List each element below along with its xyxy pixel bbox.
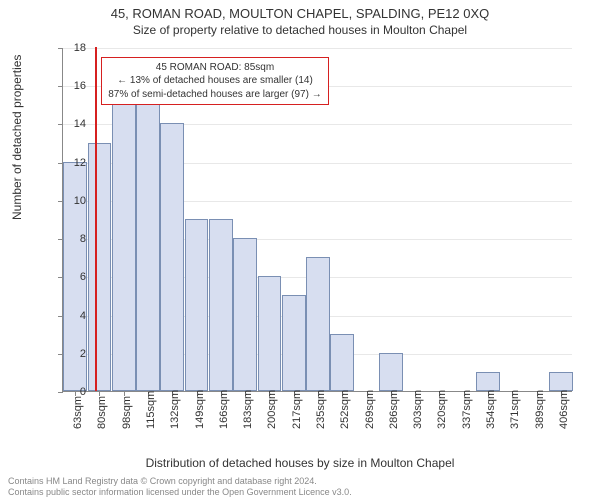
ytick-label: 14 — [62, 118, 86, 130]
xtick-label: 63sqm — [72, 396, 84, 429]
histogram-bar — [160, 123, 184, 391]
ytick-label: 8 — [62, 233, 86, 245]
annotation-line2: ← 13% of detached houses are smaller (14… — [108, 74, 321, 88]
xtick-label: 252sqm — [339, 390, 351, 429]
histogram-bar — [549, 372, 573, 391]
xtick-label: 354sqm — [485, 390, 497, 429]
histogram-bar — [112, 104, 136, 391]
xtick-label: 406sqm — [558, 390, 570, 429]
ytick-label: 2 — [62, 348, 86, 360]
footer-line2: Contains public sector information licen… — [8, 487, 352, 498]
xtick-label: 235sqm — [315, 390, 327, 429]
chart-plot-area: 63sqm80sqm98sqm115sqm132sqm149sqm166sqm1… — [62, 48, 572, 392]
subject-marker-line — [95, 47, 97, 391]
footer-attribution: Contains HM Land Registry data © Crown c… — [8, 476, 352, 498]
xtick-label: 217sqm — [291, 390, 303, 429]
histogram-bar — [258, 276, 282, 391]
xtick-label: 320sqm — [436, 390, 448, 429]
annotation-line1: 45 ROMAN ROAD: 85sqm — [108, 61, 321, 75]
xtick-label: 303sqm — [412, 390, 424, 429]
xtick-label: 98sqm — [121, 396, 133, 429]
y-axis-label: Number of detached properties — [10, 55, 24, 220]
histogram-bar — [379, 353, 403, 391]
histogram-bar — [185, 219, 209, 391]
title-main: 45, ROMAN ROAD, MOULTON CHAPEL, SPALDING… — [0, 0, 600, 21]
annotation-line3: 87% of semi-detached houses are larger (… — [108, 88, 321, 102]
xtick-label: 80sqm — [96, 396, 108, 429]
gridline — [63, 48, 572, 49]
xtick-label: 149sqm — [194, 390, 206, 429]
xtick-label: 337sqm — [461, 390, 473, 429]
ytick-label: 4 — [62, 310, 86, 322]
annotation-box: 45 ROMAN ROAD: 85sqm← 13% of detached ho… — [101, 57, 328, 106]
xtick-label: 166sqm — [218, 390, 230, 429]
histogram-bar — [282, 295, 306, 391]
ytick-label: 0 — [62, 386, 86, 398]
x-axis-label: Distribution of detached houses by size … — [0, 456, 600, 470]
histogram-bar — [233, 238, 257, 391]
ytick-label: 6 — [62, 271, 86, 283]
histogram-bar — [306, 257, 330, 391]
ytick-label: 10 — [62, 195, 86, 207]
ytick-label: 16 — [62, 80, 86, 92]
histogram-bar — [330, 334, 354, 391]
xtick-label: 389sqm — [534, 390, 546, 429]
xtick-label: 286sqm — [388, 390, 400, 429]
xtick-label: 269sqm — [364, 390, 376, 429]
xtick-label: 132sqm — [169, 390, 181, 429]
histogram-bar — [209, 219, 233, 391]
xtick-label: 183sqm — [242, 390, 254, 429]
ytick-label: 12 — [62, 157, 86, 169]
histogram-bar — [476, 372, 500, 391]
xtick-label: 115sqm — [145, 391, 157, 429]
ytick-label: 18 — [62, 42, 86, 54]
footer-line1: Contains HM Land Registry data © Crown c… — [8, 476, 352, 487]
histogram-bar — [136, 104, 160, 391]
xtick-label: 200sqm — [266, 390, 278, 429]
xtick-label: 371sqm — [509, 390, 521, 429]
histogram-bar — [88, 143, 112, 391]
title-sub: Size of property relative to detached ho… — [0, 21, 600, 37]
